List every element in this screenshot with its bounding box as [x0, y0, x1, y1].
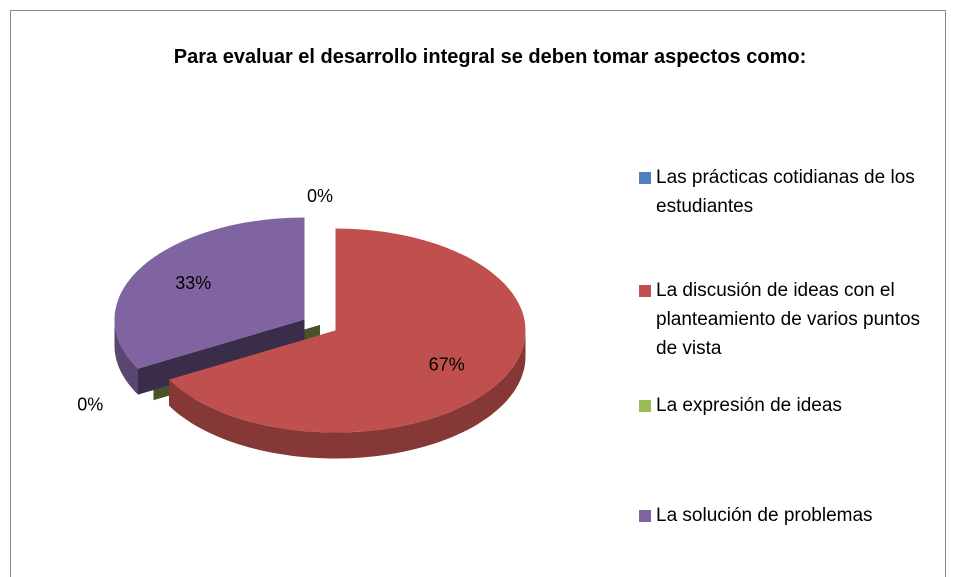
slice-rim — [169, 330, 526, 459]
legend-swatch — [639, 172, 651, 184]
legend-label: Las prácticas cotidianas de los estudian… — [656, 167, 915, 217]
pie-slice — [114, 217, 305, 369]
slice-side — [138, 319, 305, 395]
data-label: 0% — [307, 186, 333, 206]
pie-slice — [169, 228, 526, 433]
legend-label: La expresión de ideas — [656, 395, 842, 416]
legend-swatch — [639, 510, 651, 522]
data-label: 33% — [175, 273, 211, 293]
data-label: 0% — [77, 395, 103, 415]
legend-label: La discusión de ideas con el planteamien… — [656, 280, 921, 359]
data-label: 67% — [429, 355, 465, 375]
slice-rim — [114, 319, 138, 395]
legend-swatch — [639, 285, 651, 297]
legend-label: La solución de problemas — [656, 505, 873, 526]
chart-title: Para evaluar el desarrollo integral se d… — [173, 46, 807, 68]
legend-swatch — [639, 400, 651, 412]
